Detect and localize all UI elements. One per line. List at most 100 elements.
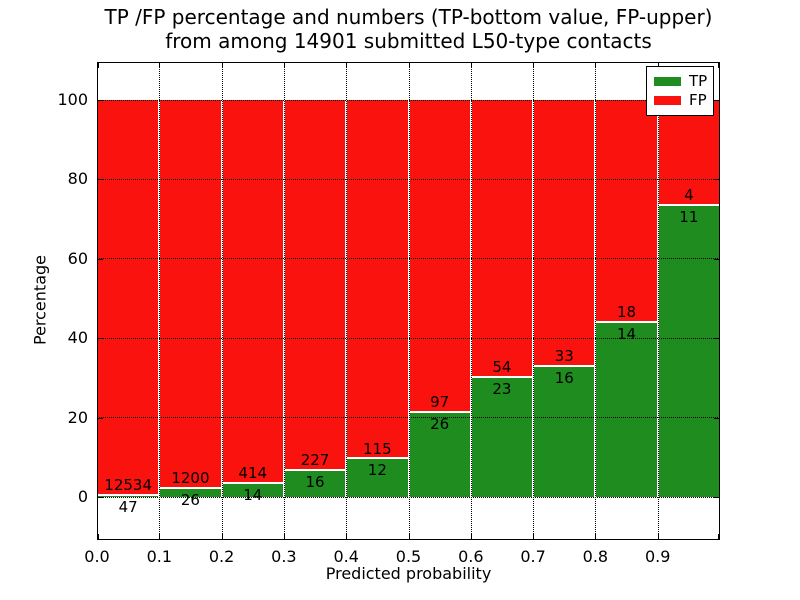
y-tick-mark-left [97,417,103,419]
fp-swatch-icon [654,96,681,105]
fp-count-label: 33 [554,347,574,366]
legend-label-tp: TP [689,72,708,90]
legend-label-fp: FP [689,91,707,109]
x-tick-label: 0.2 [208,547,235,566]
y-tick-mark-left [97,179,103,181]
gridline-vertical [595,62,597,540]
x-tick-mark-bottom [283,534,285,540]
fp-count-label: 12534 [104,475,152,494]
x-tick-mark-bottom [408,534,410,540]
x-tick-mark-bottom [718,534,719,540]
x-tick-label: 0.1 [146,547,173,566]
bar-segment-tp [595,323,658,497]
bar-segment-fp [283,100,347,471]
y-tick-label: 20 [67,407,88,427]
gridline-vertical [657,62,659,540]
bar-edge-separator [283,468,347,471]
x-tick-label: 0.3 [271,547,297,566]
bar-edge-separator [533,365,596,368]
x-tick-mark-top [470,62,472,68]
y-tick-mark-left [97,258,103,260]
y-tick-label: 40 [67,328,88,348]
bar-segment-tp [657,205,720,497]
x-tick-mark-top [98,62,99,68]
x-tick-label: 0.4 [333,547,359,566]
tp-count-label: 12 [367,461,387,480]
x-tick-mark-top [408,62,410,68]
tp-count-label: 47 [118,497,138,516]
x-tick-label: 0.7 [520,547,546,566]
fp-count-label: 227 [300,450,330,469]
y-tick-mark-left [97,497,103,498]
gridline-horizontal [97,99,720,101]
bar-segment-tp [533,367,596,497]
bar-segment-fp [408,100,471,414]
x-tick-mark-bottom [98,534,99,540]
legend-entry-tp: TP [654,72,713,91]
x-tick-mark-bottom [657,534,659,540]
x-tick-mark-bottom [595,534,597,540]
bar-edge-separator [97,493,160,496]
y-tick-label: 100 [57,90,88,109]
fp-count-label: 97 [430,393,450,412]
y-tick-label: 60 [67,248,88,268]
tp-swatch-icon [654,77,681,86]
y-tick-mark-right [714,338,720,340]
gridline-vertical [470,62,472,540]
fp-count-label: 18 [616,303,637,322]
fp-count-label: 54 [492,358,512,377]
x-tick-mark-bottom [221,534,223,540]
y-tick-label: 80 [67,169,88,189]
plot-area: TP FP 12534 47 1200 26 414 14 227 16 115 12 97 26 54 2… [97,62,720,540]
x-tick-label: 0.6 [458,547,484,566]
y-tick-mark-right [714,497,720,498]
fp-count-label: 414 [238,464,268,483]
bar-edge-separator [346,457,409,460]
bar-segment-fp [97,100,160,496]
bar-segment-fp [657,100,720,206]
tp-count-label: 16 [554,369,574,388]
gridline-vertical [533,62,535,540]
x-tick-mark-top [283,62,285,68]
bar-segment-fp [533,100,596,368]
x-axis-label: Predicted probability [325,564,492,583]
bar-edge-separator [221,482,284,484]
bar-segment-fp [346,100,409,460]
y-tick-label: 0 [77,487,88,506]
y-tick-mark-right [714,179,720,181]
y-tick-mark-right [714,100,720,101]
x-tick-mark-top [718,62,719,68]
bar-segment-tp [159,488,222,497]
gridline-horizontal [97,258,720,260]
bar-segment-tp [97,495,160,497]
bar-segment-tp [470,378,534,497]
y-tick-mark-left [97,100,103,101]
fp-count-label: 115 [363,439,392,458]
y-tick-mark-right [714,417,720,419]
tp-count-label: 26 [430,415,450,434]
fp-count-label: 1200 [171,468,210,487]
x-tick-mark-bottom [533,534,535,540]
y-tick-mark-left [97,338,103,340]
legend-entry-fp: FP [654,91,713,110]
bar-edge-separator [595,321,658,324]
tp-count-label: 14 [243,486,263,504]
tp-count-label: 26 [180,490,200,509]
gridline-horizontal [97,178,720,180]
gridline-vertical [408,62,410,540]
bar-segment-tp [221,484,284,497]
gridline-horizontal [97,496,720,498]
x-tick-mark-top [595,62,597,68]
gridline-vertical [346,62,348,540]
bar-segment-fp [159,100,222,489]
x-tick-mark-top [533,62,535,68]
fp-count-label: 4 [684,185,694,204]
x-tick-mark-bottom [470,534,472,540]
bar-segment-tp [408,413,471,497]
tp-count-label: 16 [305,472,325,491]
x-tick-mark-bottom [346,534,348,540]
bar-segment-fp [595,100,658,324]
gridline-horizontal [97,337,720,339]
gridline-vertical [283,62,285,540]
legend: TP FP [646,66,714,116]
